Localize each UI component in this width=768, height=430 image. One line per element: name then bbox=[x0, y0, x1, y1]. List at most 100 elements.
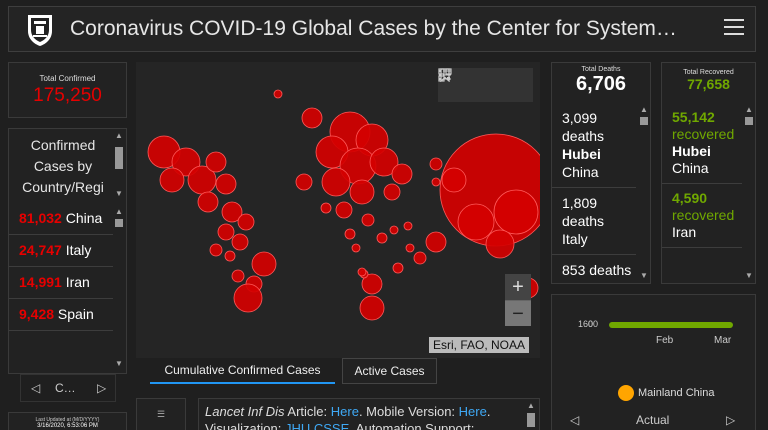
info-text: Lancet Inf Dis Article: Here. Mobile Ver… bbox=[199, 399, 539, 430]
list-icon[interactable]: ☰ bbox=[156, 409, 166, 419]
case-bubble bbox=[392, 262, 404, 274]
world-map[interactable]: + − Esri, FAO, NOAA bbox=[136, 62, 540, 358]
article-link[interactable]: Here bbox=[330, 404, 359, 419]
list-item[interactable]: 14,991 Iran bbox=[9, 267, 113, 299]
jhu-logo-icon bbox=[28, 15, 52, 46]
chart-nav-label: Actual bbox=[636, 413, 670, 427]
zoom-out-button[interactable]: − bbox=[505, 300, 531, 326]
total-recovered-label: Total Recovered bbox=[683, 69, 734, 76]
list-item[interactable]: 3,099 deaths Hubei China bbox=[552, 103, 636, 188]
legend-dot bbox=[618, 385, 634, 401]
case-bubble bbox=[361, 213, 375, 227]
list-item[interactable]: 24,747 Italy bbox=[9, 235, 113, 267]
case-bubble bbox=[357, 267, 367, 277]
country-list-title: Confirmed Cases by Country/Regi bbox=[22, 137, 104, 195]
total-recovered-value: 77,658 bbox=[687, 76, 730, 92]
case-bubble bbox=[205, 151, 227, 173]
case-bubble bbox=[376, 232, 388, 244]
case-bubble bbox=[215, 173, 237, 195]
case-bubble bbox=[413, 251, 427, 265]
case-bubbles bbox=[147, 89, 540, 321]
tab-active-cases[interactable]: Active Cases bbox=[342, 358, 437, 384]
legend-label: Mainland China bbox=[638, 387, 715, 399]
case-bubble bbox=[320, 202, 332, 214]
case-bubble bbox=[369, 147, 399, 177]
pager-next-icon[interactable]: ▷ bbox=[97, 381, 107, 395]
case-bubble bbox=[457, 203, 495, 241]
list-item[interactable]: 81,032 China bbox=[9, 203, 113, 235]
total-confirmed-label: Total Confirmed bbox=[39, 74, 96, 83]
country-list-panel: Confirmed Cases by Country/Regi ▲ ▼ 81,0… bbox=[8, 128, 127, 374]
map-toolbar bbox=[438, 68, 533, 102]
case-bubble bbox=[403, 221, 413, 231]
chart-y-label-top: 1600 bbox=[578, 319, 599, 329]
case-bubble bbox=[295, 173, 313, 191]
zoom-controls: + − bbox=[505, 274, 531, 326]
jhu-csse-link[interactable]: JHU CSSE bbox=[284, 421, 350, 430]
case-bubble bbox=[351, 243, 361, 253]
chart-next-icon[interactable]: ▷ bbox=[726, 413, 736, 427]
deaths-list: 3,099 deaths Hubei China 1,809 deaths Ital… bbox=[552, 103, 636, 283]
total-deaths-panel: Total Deaths 6,706 3,099 deaths Hubei Chi… bbox=[551, 62, 651, 284]
page-title: Coronavirus COVID-19 Global Cases by the… bbox=[70, 17, 677, 40]
total-deaths-value: 6,706 bbox=[575, 73, 627, 95]
chart-y-label-bottom: 0 bbox=[588, 319, 594, 329]
case-bubble bbox=[231, 233, 249, 251]
list-item[interactable]: 4,590 recovered Iran bbox=[662, 184, 742, 248]
country-list-scrollbar[interactable]: ▲ ▼ bbox=[115, 207, 123, 368]
total-deaths-label: Total Deaths bbox=[581, 66, 621, 73]
case-bubble bbox=[361, 273, 383, 295]
case-bubble bbox=[197, 191, 219, 213]
case-bubble bbox=[359, 295, 385, 321]
chart-prev-icon[interactable]: ◁ bbox=[570, 413, 580, 427]
case-bubble bbox=[383, 183, 401, 201]
case-bubble bbox=[217, 223, 235, 241]
case-bubble bbox=[405, 243, 415, 253]
case-bubble bbox=[237, 213, 255, 231]
case-bubble bbox=[425, 231, 447, 253]
list-item[interactable]: 55,142 recovered Hubei China bbox=[662, 103, 742, 184]
list-item[interactable]: 1,809 deaths Italy bbox=[552, 188, 636, 255]
case-bubble bbox=[335, 201, 353, 219]
recovered-scrollbar[interactable]: ▲ ▼ bbox=[745, 105, 753, 280]
info-icon-panel: ☰ bbox=[136, 398, 186, 430]
map-attribution: Esri, FAO, NOAA bbox=[428, 337, 529, 353]
case-bubble bbox=[251, 251, 277, 277]
case-bubble bbox=[485, 229, 515, 259]
tab-cumulative-confirmed[interactable]: Cumulative Confirmed Cases bbox=[150, 358, 335, 384]
chart-month-label: Feb bbox=[656, 335, 674, 346]
last-updated-label: Last Updated at (M/D/YYYY) bbox=[35, 417, 100, 423]
case-bubble bbox=[349, 179, 375, 205]
hamburger-menu-icon[interactable] bbox=[724, 19, 744, 37]
case-bubble bbox=[209, 243, 223, 257]
case-bubble bbox=[493, 189, 539, 235]
case-bubble bbox=[321, 167, 351, 197]
case-bubble bbox=[389, 225, 399, 235]
zoom-in-button[interactable]: + bbox=[512, 276, 524, 298]
pager-label: C… bbox=[55, 381, 76, 395]
deaths-scrollbar[interactable]: ▲ ▼ bbox=[640, 105, 648, 280]
app-header: Coronavirus COVID-19 Global Cases by the… bbox=[8, 6, 756, 52]
list-item[interactable]: 9,428 Spain bbox=[9, 299, 113, 331]
case-bubble bbox=[159, 167, 185, 193]
trend-chart-panel: 1600 0 Feb Mar Mainland China ◁ Actual ▷ bbox=[551, 294, 756, 430]
case-bubble bbox=[429, 157, 443, 171]
info-scrollbar[interactable]: ▲ bbox=[525, 401, 537, 430]
pager-prev-icon[interactable]: ◁ bbox=[31, 381, 41, 395]
trend-line bbox=[609, 322, 733, 328]
recovered-list: 55,142 recovered Hubei China 4,590 recove… bbox=[662, 103, 742, 283]
case-bubble bbox=[221, 201, 243, 223]
case-bubble bbox=[441, 167, 467, 193]
country-list: 81,032 China 24,747 Italy 14,991 Iran 9,… bbox=[9, 203, 113, 371]
case-bubble bbox=[301, 107, 323, 129]
list-item[interactable]: 853 deaths bbox=[552, 255, 636, 283]
mobile-version-link[interactable]: Here bbox=[458, 404, 487, 419]
qr-code-icon[interactable] bbox=[438, 68, 524, 92]
legend-list-icon[interactable] bbox=[439, 70, 492, 92]
chart-month-label: Mar bbox=[714, 335, 732, 346]
case-bubble bbox=[233, 283, 263, 313]
country-list-title-scrollbar[interactable]: ▲ ▼ bbox=[115, 131, 123, 198]
case-bubble bbox=[391, 163, 413, 185]
case-bubble bbox=[431, 177, 441, 187]
total-confirmed-panel: Total Confirmed 175,250 bbox=[8, 62, 127, 118]
